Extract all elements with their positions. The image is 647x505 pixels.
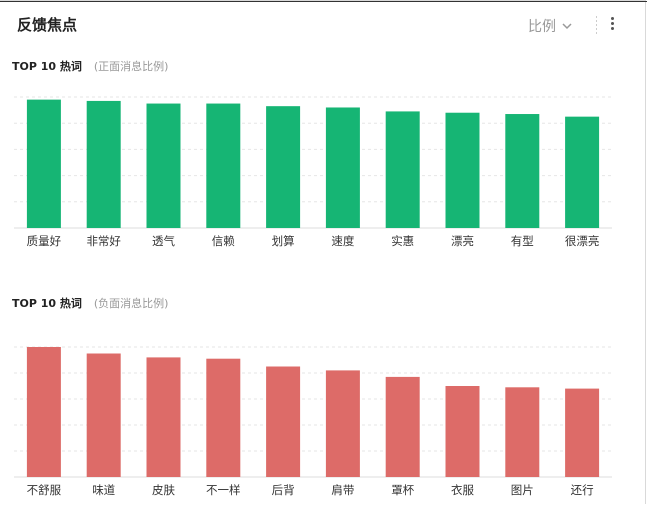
positive-category-label: 质量好 xyxy=(27,234,62,248)
positive-category-label: 信赖 xyxy=(212,234,235,248)
positive-bar-10[interactable] xyxy=(565,116,600,228)
positive-bar-2[interactable] xyxy=(86,100,121,228)
positive-bar-4[interactable] xyxy=(206,103,241,228)
positive-category-label: 实惠 xyxy=(391,234,414,248)
negative-category-label: 后背 xyxy=(272,483,295,497)
negative-category-label: 味道 xyxy=(92,483,115,497)
negative-category-label: 罩杯 xyxy=(391,483,414,497)
negative-bar-6[interactable] xyxy=(325,370,360,477)
negative-bar-10[interactable] xyxy=(565,388,600,477)
negative-bar-9[interactable] xyxy=(505,387,540,477)
positive-category-label: 透气 xyxy=(152,234,175,248)
positive-category-label: 漂亮 xyxy=(451,234,474,248)
positive-category-label: 有型 xyxy=(511,234,534,248)
positive-keywords-chart: 质量好 非常好 透气 信赖 划算 速度 实惠 漂亮 有型 很漂亮 xyxy=(14,96,612,248)
negative-category-label: 皮肤 xyxy=(152,483,175,497)
header-divider xyxy=(596,16,597,34)
positive-section-title: TOP 10 热词 (正面消息比例) xyxy=(12,58,168,74)
positive-bar-5[interactable] xyxy=(266,106,301,228)
positive-category-label: 速度 xyxy=(331,234,354,248)
negative-bar-3[interactable] xyxy=(146,357,181,477)
positive-bar-9[interactable] xyxy=(505,114,540,228)
positive-section-subtitle: (正面消息比例) xyxy=(93,60,169,73)
positive-section-heading: TOP 10 热词 xyxy=(12,60,82,73)
negative-bar-2[interactable] xyxy=(86,353,121,478)
negative-category-label: 图片 xyxy=(511,483,534,497)
negative-keywords-chart: 不舒服 味道 皮肤 不一样 后背 肩带 罩杯 衣服 图片 还行 xyxy=(14,346,612,497)
negative-section-title: TOP 10 热词 (负面消息比例) xyxy=(12,295,168,311)
negative-bar-7[interactable] xyxy=(385,376,420,477)
card-header: 反馈焦点 比例 xyxy=(0,1,646,49)
chevron-down-icon xyxy=(562,23,572,30)
metric-selector[interactable]: 比例 xyxy=(528,16,573,36)
top-border xyxy=(0,1,647,2)
positive-bar-7[interactable] xyxy=(385,111,420,228)
negative-bar-5[interactable] xyxy=(266,366,301,478)
negative-category-label: 不一样 xyxy=(206,483,241,497)
negative-section-heading: TOP 10 热词 xyxy=(12,297,82,310)
positive-category-label: 很漂亮 xyxy=(565,234,600,248)
negative-category-label: 衣服 xyxy=(451,483,474,497)
negative-category-label: 肩带 xyxy=(331,483,354,497)
metric-selector-label: 比例 xyxy=(528,19,556,35)
positive-bar-8[interactable] xyxy=(445,112,480,228)
negative-bar-1[interactable] xyxy=(26,347,61,477)
more-vertical-icon[interactable] xyxy=(605,15,619,35)
negative-category-label: 还行 xyxy=(571,483,594,497)
negative-bar-8[interactable] xyxy=(445,386,480,477)
positive-bar-3[interactable] xyxy=(146,103,181,228)
positive-bar-6[interactable] xyxy=(325,107,360,228)
positive-category-label: 划算 xyxy=(272,234,295,248)
positive-category-label: 非常好 xyxy=(86,234,121,248)
card-title: 反馈焦点 xyxy=(17,16,78,34)
negative-section-subtitle: (负面消息比例) xyxy=(93,297,169,310)
negative-bar-4[interactable] xyxy=(206,358,241,477)
negative-category-label: 不舒服 xyxy=(27,483,62,497)
positive-bar-1[interactable] xyxy=(26,99,61,229)
